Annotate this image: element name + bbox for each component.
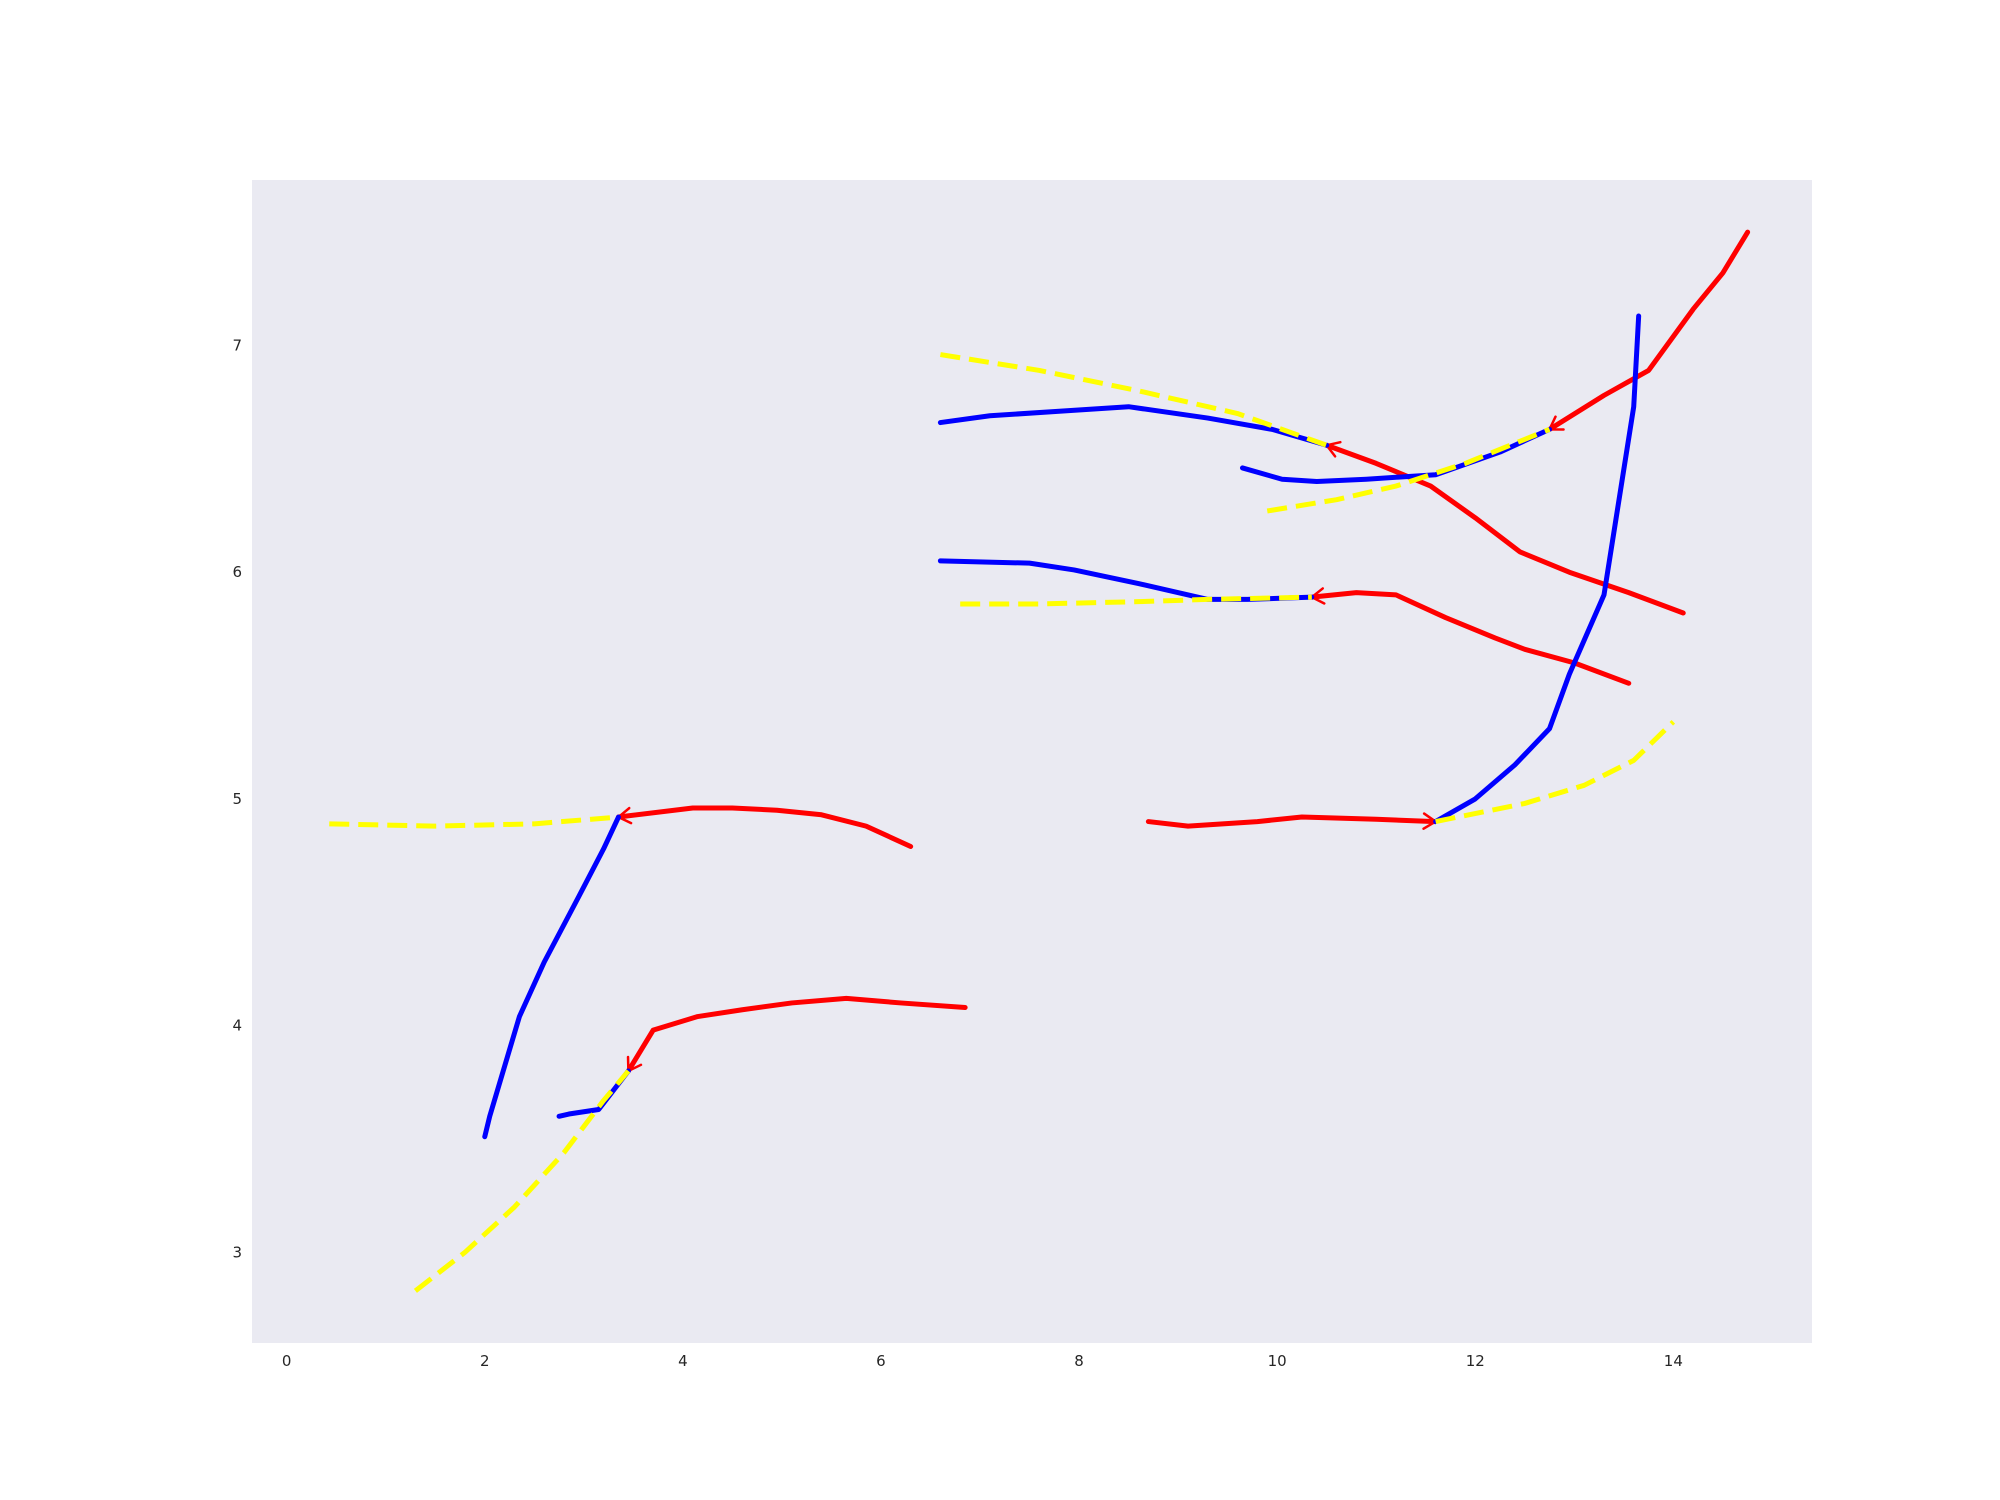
series-line-a-1	[615, 805, 914, 850]
series-line-f-16	[1145, 814, 1439, 829]
series-line-e-12	[937, 558, 1315, 602]
series-line-c-6	[937, 404, 1330, 448]
y-tick-label: 5	[232, 790, 242, 808]
y-tick-label: 4	[232, 1017, 242, 1035]
series-layer	[329, 229, 1751, 1293]
x-tick-label: 10	[1268, 1352, 1287, 1370]
series-line-f-15	[1433, 313, 1642, 825]
x-tick-label: 8	[1074, 1352, 1084, 1370]
series-line-e-14	[960, 594, 1312, 607]
series-line-c-7	[1324, 442, 1686, 616]
x-tick-label: 14	[1664, 1352, 1683, 1370]
x-tick-label: 12	[1466, 1352, 1485, 1370]
x-tick-label: 0	[282, 1352, 292, 1370]
x-tick-label: 2	[480, 1352, 490, 1370]
series-line-b-3	[556, 1068, 631, 1119]
series-line-d-11	[1266, 427, 1551, 514]
y-tick-label: 6	[232, 563, 242, 581]
x-axis-ticks: 0 2 4 6 8 10 12 14	[282, 1352, 1683, 1370]
series-line-a-2	[329, 814, 619, 829]
y-tick-label: 7	[232, 336, 242, 354]
series-line-e-13	[1309, 590, 1632, 686]
y-tick-label: 3	[232, 1243, 242, 1261]
series-line-f-17	[1435, 720, 1676, 825]
series-line-d-10	[1547, 229, 1751, 432]
y-axis-ticks: 3 4 5 6 7	[232, 336, 242, 1261]
series-line-b-5	[413, 1069, 631, 1293]
series-line-a-0	[482, 814, 621, 1140]
x-tick-label: 6	[876, 1352, 886, 1370]
series-line-c-8	[939, 352, 1328, 448]
plot-area-background	[252, 180, 1812, 1343]
series-line-b-4	[625, 995, 968, 1074]
x-tick-label: 4	[678, 1352, 688, 1370]
